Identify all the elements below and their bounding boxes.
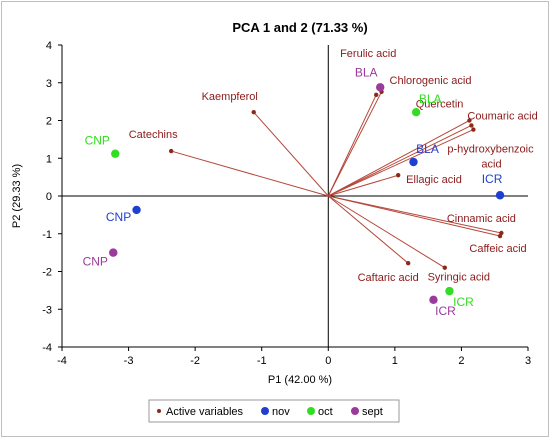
variable-vector — [328, 195, 502, 234]
y-tick-label: 3 — [46, 78, 52, 90]
observation-label: ICR — [482, 172, 503, 186]
variable-label: Quercetin — [416, 99, 464, 111]
chart-title: PCA 1 and 2 (71.33 %) — [232, 20, 367, 35]
legend-marker — [157, 409, 161, 413]
observation-label: CNP — [85, 134, 110, 148]
observation-point-sept — [376, 83, 385, 92]
observation-label: BLA — [419, 92, 442, 106]
variable-point — [467, 118, 472, 123]
y-tick-label: 2 — [46, 116, 52, 128]
observation-point-nov — [409, 157, 418, 167]
variable-vector — [327, 91, 382, 197]
variable-vector — [328, 195, 501, 237]
observation-point-sept — [109, 248, 118, 257]
observation-point-oct — [411, 107, 421, 117]
variable-vector — [328, 174, 399, 197]
observation-point-nov — [495, 191, 505, 200]
x-tick-label: -2 — [190, 355, 200, 367]
y-tick-label: -3 — [42, 304, 52, 316]
legend-entry: Active variables — [166, 406, 244, 418]
variable-vector — [327, 195, 409, 264]
observation-points: ICR BLA CNP BLA CNP ICR BLA CNP ICR — [83, 65, 505, 318]
variable-label: Coumaric acid — [467, 110, 537, 122]
variable-vector — [328, 195, 446, 269]
x-tick-label: -1 — [257, 355, 267, 367]
variable-label: Catechins — [129, 129, 178, 141]
legend: Active variables nov oct sept — [148, 399, 400, 423]
variable-label: Caffeic acid — [469, 243, 526, 255]
y-tick-label: 0 — [46, 191, 52, 203]
observation-label: CNP — [106, 210, 131, 224]
variable-vector — [328, 129, 474, 197]
observation-label: ICR — [435, 304, 456, 318]
observation-point-oct — [445, 286, 454, 296]
variable-point — [469, 123, 474, 128]
x-tick-label: 2 — [458, 355, 464, 367]
variable-label: Syringic acid — [428, 272, 490, 284]
x-tick-label: -4 — [57, 355, 67, 367]
variable-label: Ferulic acid — [340, 48, 396, 60]
x-tick-label: -3 — [124, 355, 134, 367]
legend-box — [148, 399, 400, 423]
variable-vector — [327, 94, 377, 197]
variable-label: Caftaric acid — [358, 272, 419, 284]
observation-label: ICR — [453, 295, 474, 309]
legend-marker — [351, 407, 359, 415]
legend-entry: sept — [362, 406, 383, 418]
observation-point-sept — [429, 295, 438, 305]
variable-point — [497, 233, 503, 239]
observation-label: BLA — [416, 142, 439, 156]
variable-label: Kaempferol — [202, 91, 258, 103]
variable-point — [442, 265, 447, 270]
variable-vector — [253, 111, 329, 197]
variable-label: p-hydroxybenzoic acid — [447, 144, 534, 171]
axes: -4 -3 -2 -1 0 1 2 3 -4 -3 -2 -1 0 1 2 3 4 — [42, 40, 531, 367]
y-tick-label: -4 — [42, 342, 52, 354]
observation-label: BLA — [355, 65, 378, 79]
legend-entry: oct — [318, 406, 333, 418]
variable-point — [405, 260, 411, 266]
variable-label: Cinnamic acid — [447, 213, 516, 225]
x-tick-label: 3 — [525, 355, 531, 367]
variable-label: Ellagic acid — [406, 174, 462, 186]
variable-point — [374, 92, 379, 98]
variable-point — [395, 173, 401, 178]
y-tick-label: 4 — [46, 40, 52, 52]
variable-point — [251, 109, 256, 115]
variable-label-line: acid — [481, 159, 501, 171]
variable-label-line: p-hydroxybenzoic — [447, 144, 534, 156]
variable-point — [168, 148, 174, 154]
x-axis-title: P1 (42.00 %) — [268, 374, 332, 386]
legend-marker — [307, 407, 315, 415]
y-tick-label: -2 — [42, 267, 52, 279]
observation-point-oct — [111, 149, 120, 158]
variable-label: Chlorogenic acid — [390, 75, 472, 87]
x-tick-label: 0 — [325, 355, 331, 367]
x-tick-label: 1 — [392, 355, 398, 367]
legend-entry: nov — [272, 406, 290, 418]
y-tick-label: -1 — [42, 229, 52, 241]
variable-vector — [328, 124, 472, 197]
observation-point-nov — [132, 205, 141, 215]
variable-vectors: Ferulic acid Chlorogenic acid Kaempferol Qu… — [129, 48, 538, 284]
y-axis-title: P2 (29.33 %) — [11, 164, 23, 228]
variable-vector — [328, 120, 470, 197]
y-tick-label: 1 — [46, 153, 52, 165]
variable-vector — [171, 150, 329, 197]
legend-marker — [261, 407, 269, 415]
observation-label: CNP — [83, 255, 108, 269]
variable-point — [471, 127, 476, 132]
